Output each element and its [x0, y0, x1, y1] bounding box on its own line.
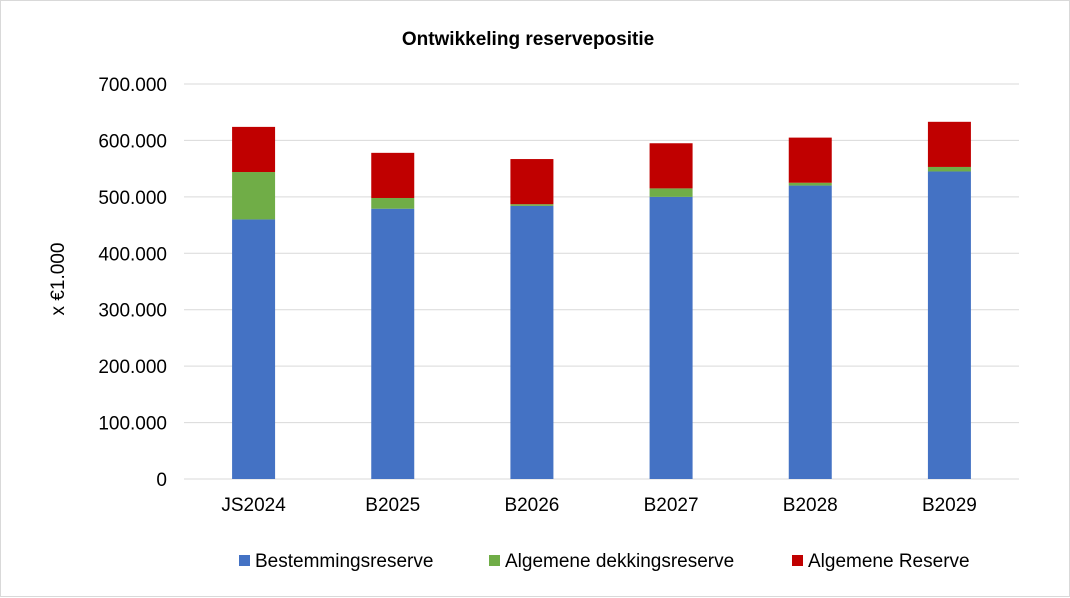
bar-b2029-algemene-dekkingsreserve — [927, 166, 971, 172]
bar-b2025-algemene-dekkingsreserve — [371, 197, 415, 209]
x-tick-label: B2029 — [922, 495, 977, 516]
y-tick-label: 200.000 — [98, 357, 167, 378]
bar-b2026-algemene-reserve — [510, 159, 554, 205]
y-tick-label: 300.000 — [98, 301, 167, 322]
x-tick-label: B2026 — [504, 495, 559, 516]
bar-b2027-bestemmingsreserve — [649, 196, 693, 479]
bar-js2024-algemene-dekkingsreserve — [232, 172, 276, 220]
bar-b2029-algemene-reserve — [927, 121, 971, 167]
legend-label: Algemene Reserve — [808, 551, 970, 572]
legend-swatch — [489, 555, 500, 566]
x-tick-label: B2028 — [783, 495, 838, 516]
bar-b2027-algemene-reserve — [649, 143, 693, 189]
y-tick-label: 100.000 — [98, 414, 167, 435]
y-axis-label: x €1.000 — [48, 243, 69, 316]
y-tick-label: 700.000 — [98, 75, 167, 96]
bar-js2024-bestemmingsreserve — [232, 219, 276, 479]
y-tick-label: 400.000 — [98, 244, 167, 265]
legend: Bestemmingsreserve Algemene dekkingsreser… — [239, 551, 970, 572]
x-tick-label: B2025 — [365, 495, 420, 516]
bar-b2028-bestemmingsreserve — [788, 185, 832, 480]
bar-b2028-algemene-reserve — [788, 137, 832, 183]
bar-b2028-algemene-dekkingsreserve — [788, 182, 832, 186]
x-tick-label: JS2024 — [221, 495, 286, 516]
x-tick-label: B2027 — [644, 495, 699, 516]
bars — [232, 121, 971, 480]
legend-swatch — [792, 555, 803, 566]
gridlines — [184, 83, 1019, 480]
y-tick-label: 0 — [156, 470, 167, 491]
bar-b2029-bestemmingsreserve — [927, 171, 971, 479]
bar-b2026-algemene-dekkingsreserve — [510, 204, 554, 206]
bar-b2027-algemene-dekkingsreserve — [649, 188, 693, 197]
x-tick-labels: JS2024 B2025 B2026 B2027 B2028 B2029 — [221, 495, 977, 516]
bar-js2024-algemene-reserve — [232, 126, 276, 173]
bar-b2025-algemene-reserve — [371, 152, 415, 198]
bar-b2026-bestemmingsreserve — [510, 205, 554, 479]
y-tick-label: 600.000 — [98, 131, 167, 152]
legend-label: Algemene dekkingsreserve — [505, 551, 734, 572]
y-tick-labels: 0 100.000 200.000 300.000 400.000 500.000 600.… — [98, 75, 167, 491]
bar-b2025-bestemmingsreserve — [371, 208, 415, 479]
y-tick-label: 500.000 — [98, 188, 167, 209]
legend-label: Bestemmingsreserve — [255, 551, 433, 572]
chart-title: Ontwikkeling reservepositie — [402, 29, 654, 50]
legend-swatch — [239, 555, 250, 566]
